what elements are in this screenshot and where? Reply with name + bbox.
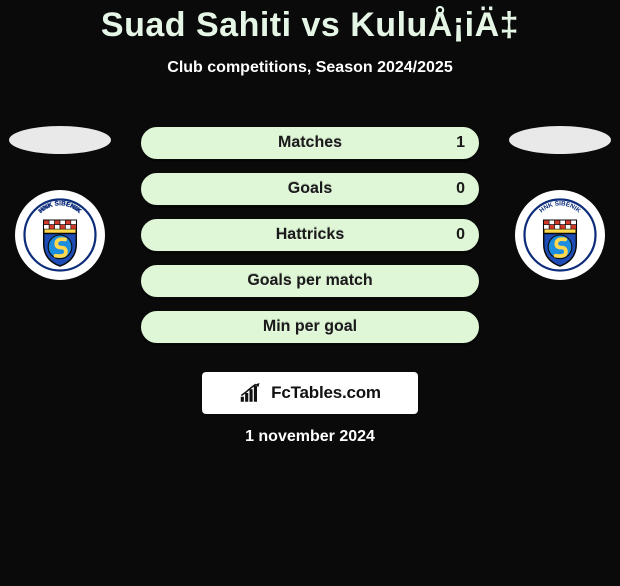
stat-row-min-per-goal: Min per goal bbox=[140, 310, 480, 344]
stat-row-goals-per-match: Goals per match bbox=[140, 264, 480, 298]
footer: FcTables.com 1 november 2024 bbox=[0, 354, 620, 446]
stat-value-right: 1 bbox=[456, 134, 465, 152]
stat-label: Hattricks bbox=[276, 226, 344, 244]
subtitle: Club competitions, Season 2024/2025 bbox=[0, 59, 620, 77]
brand-text: FcTables.com bbox=[271, 383, 381, 403]
sibenik-crest-icon: HNK ŠIBENIK HNK ŠIBENIK bbox=[23, 198, 97, 272]
stats-list: Matches 1 Goals 0 Hattricks 0 Goals per … bbox=[140, 126, 480, 344]
club-crest-left: HNK ŠIBENIK HNK ŠIBENIK bbox=[15, 190, 105, 280]
stat-row-matches: Matches 1 bbox=[140, 126, 480, 160]
player-right-avatar-placeholder bbox=[507, 124, 613, 156]
stat-value-right: 0 bbox=[456, 180, 465, 198]
player-left-avatar-placeholder bbox=[7, 124, 113, 156]
sibenik-crest-icon: HNK ŠIBENIK bbox=[523, 198, 597, 272]
stat-label: Min per goal bbox=[263, 318, 357, 336]
page-title: Suad Sahiti vs KuluÅ¡iÄ‡ bbox=[0, 6, 620, 45]
stat-label: Matches bbox=[278, 134, 342, 152]
player-right-column: HNK ŠIBENIK bbox=[500, 124, 620, 280]
club-crest-right: HNK ŠIBENIK bbox=[515, 190, 605, 280]
date: 1 november 2024 bbox=[245, 428, 375, 446]
fctables-logo-icon bbox=[239, 383, 265, 403]
stat-label: Goals bbox=[288, 180, 332, 198]
stat-label: Goals per match bbox=[247, 272, 372, 290]
stat-row-hattricks: Hattricks 0 bbox=[140, 218, 480, 252]
stat-value-right: 0 bbox=[456, 226, 465, 244]
player-left-column: HNK ŠIBENIK HNK ŠIBENIK bbox=[0, 124, 120, 280]
stat-row-goals: Goals 0 bbox=[140, 172, 480, 206]
brand-box[interactable]: FcTables.com bbox=[202, 372, 418, 414]
